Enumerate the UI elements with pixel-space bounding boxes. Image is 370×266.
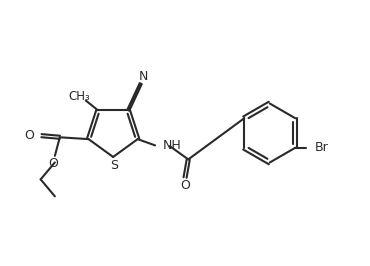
Text: CH₃: CH₃ <box>68 90 90 103</box>
Text: O: O <box>180 179 190 192</box>
Text: O: O <box>48 157 58 170</box>
Text: NH: NH <box>162 139 181 152</box>
Text: S: S <box>110 159 118 172</box>
Text: O: O <box>24 129 34 142</box>
Text: N: N <box>139 70 148 83</box>
Text: Br: Br <box>314 141 328 154</box>
